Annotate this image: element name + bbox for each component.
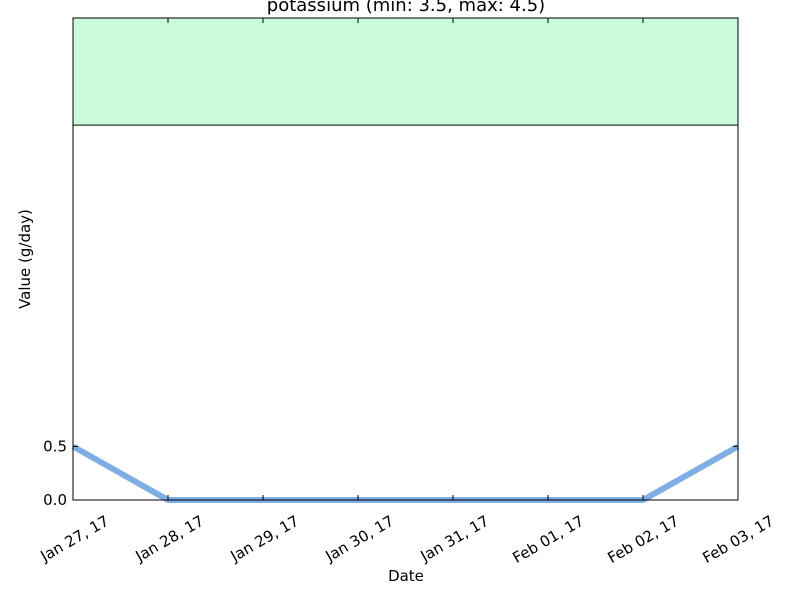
reference-band bbox=[73, 18, 738, 126]
chart-title: potassium (min: 3.5, max: 4.5) bbox=[267, 0, 545, 16]
plot-frame bbox=[72, 17, 739, 501]
x-tick-label: Jan 27, 17 bbox=[37, 512, 112, 566]
x-tick-label: Feb 01, 17 bbox=[510, 512, 587, 567]
x-tick-label: Feb 02, 17 bbox=[605, 512, 682, 567]
x-tick-label: Feb 03, 17 bbox=[700, 512, 777, 567]
band-layer bbox=[73, 18, 738, 126]
series-line bbox=[71, 443, 740, 503]
y-axis-label: Value (g/day) bbox=[16, 209, 34, 309]
x-axis-label: Date bbox=[388, 567, 424, 585]
x-tick-label: Jan 29, 17 bbox=[227, 512, 302, 566]
x-tick-label: Jan 30, 17 bbox=[322, 512, 397, 566]
y-tick-label: 0.5 bbox=[43, 437, 67, 455]
x-tick-label: Jan 31, 17 bbox=[417, 512, 492, 566]
y-tick-label: 0.0 bbox=[43, 491, 67, 509]
line-layer bbox=[71, 443, 740, 503]
x-tick-label: Jan 28, 17 bbox=[132, 512, 207, 566]
